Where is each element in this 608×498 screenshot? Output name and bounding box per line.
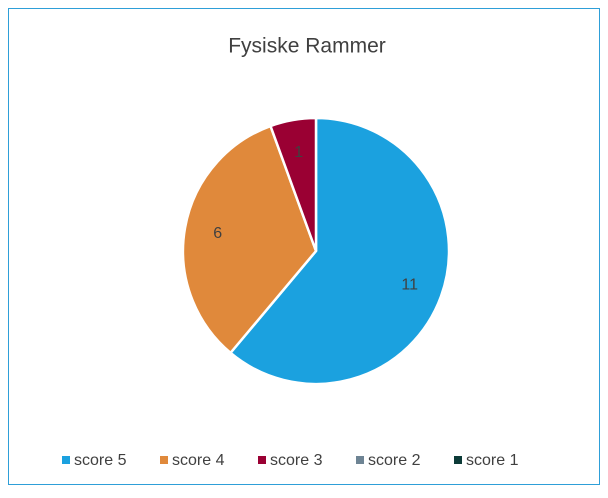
pie-slice — [269, 116, 318, 253]
legend-label: score 2 — [368, 452, 421, 469]
legend-marker — [62, 456, 70, 464]
legend-label: score 3 — [270, 452, 323, 469]
legend-marker — [160, 456, 168, 464]
legend-label: score 1 — [466, 452, 519, 469]
pie-slice — [181, 124, 318, 355]
chart-title: Fysiske Rammer — [228, 35, 386, 58]
legend-marker — [356, 456, 364, 464]
legend-marker — [454, 456, 462, 464]
pie-slice — [229, 116, 451, 386]
data-label: 1 — [294, 144, 303, 161]
legend-label: score 5 — [74, 452, 127, 469]
legend-marker — [258, 456, 266, 464]
legend-label: score 4 — [172, 452, 225, 469]
data-label: 6 — [213, 225, 222, 242]
data-label: 11 — [401, 276, 418, 293]
